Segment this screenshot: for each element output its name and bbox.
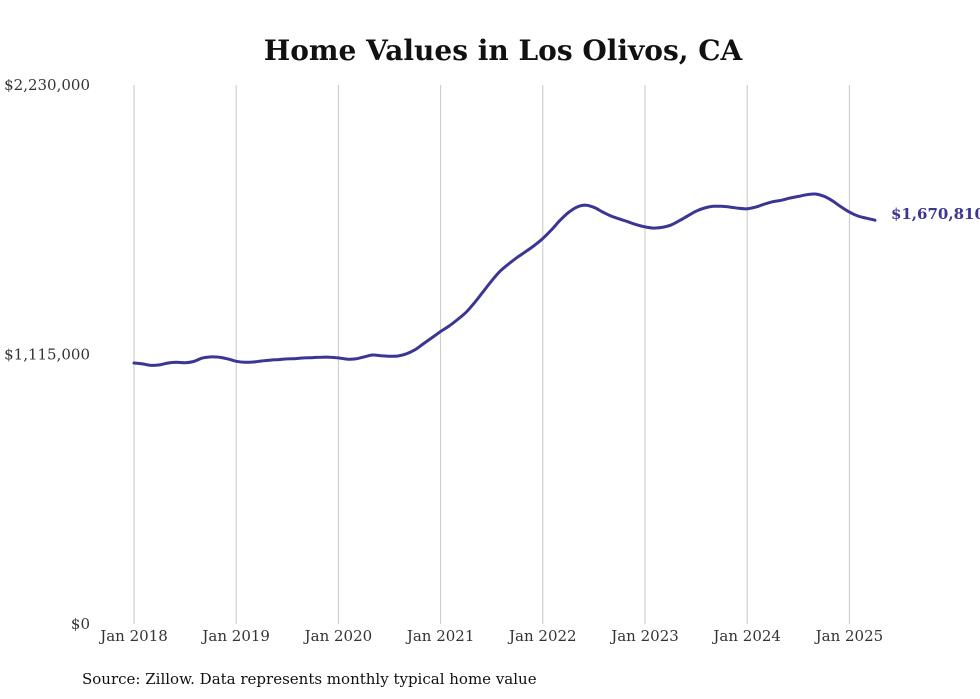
x-tick-label: Jan 2025: [814, 627, 884, 645]
y-tick-label: $0: [71, 615, 90, 633]
x-tick-label: Jan 2024: [711, 627, 781, 645]
x-tick-label: Jan 2018: [98, 627, 168, 645]
y-tick-label: $1,115,000: [4, 346, 90, 364]
chart-title: Home Values in Los Olivos, CA: [264, 34, 744, 67]
x-tick-label: Jan 2022: [507, 627, 577, 645]
vertical-gridlines: [133, 85, 850, 624]
y-tick-label: $2,230,000: [4, 76, 90, 94]
x-tick-label: Jan 2019: [200, 627, 270, 645]
home-value-line: [132, 192, 877, 367]
x-tick-label: Jan 2021: [405, 627, 475, 645]
y-axis-ticks: $0 $1,115,000 $2,230,000: [4, 76, 90, 633]
source-note: Source: Zillow. Data represents monthly …: [82, 670, 537, 688]
latest-value-label: $1,670,810: [891, 205, 980, 223]
x-axis-ticks: Jan 2018 Jan 2019 Jan 2020 Jan 2021 Jan 2022…: [98, 627, 883, 645]
x-tick-label: Jan 2020: [303, 627, 373, 645]
x-tick-label: Jan 2023: [609, 627, 679, 645]
